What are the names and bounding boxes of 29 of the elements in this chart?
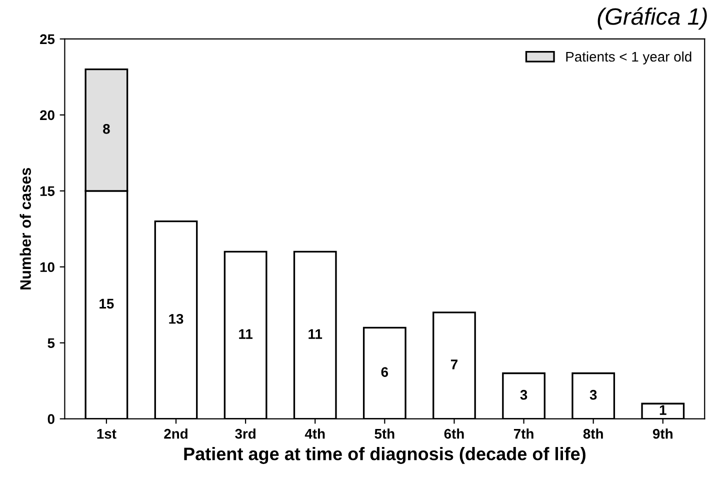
data-label: 1 <box>660 405 666 415</box>
x-tick-label: 2nd <box>164 428 188 439</box>
data-label: 11 <box>239 329 253 339</box>
y-tick-label: 10 <box>40 262 54 272</box>
data-label: 6 <box>381 367 388 377</box>
x-tick-label: 6th <box>444 428 464 439</box>
x-tick-label: 7th <box>514 428 534 439</box>
y-tick-label: 15 <box>40 186 55 196</box>
y-tick-label: 0 <box>48 414 54 424</box>
data-label: 11 <box>308 329 322 339</box>
y-tick-label: 20 <box>40 110 54 120</box>
y-axis-title: Number of cases <box>20 168 31 290</box>
x-tick-label: 9th <box>652 428 672 439</box>
x-axis-title: Patient age at time of diagnosis (decade of life) <box>184 447 586 464</box>
data-label: 3 <box>520 390 528 400</box>
y-tick-label: 5 <box>48 338 55 348</box>
y-tick-label: 25 <box>40 34 55 44</box>
data-label: 7 <box>450 360 458 370</box>
x-tick-label: 4th <box>304 428 325 439</box>
data-label: 3 <box>590 390 597 400</box>
x-tick-label: 8th <box>583 428 603 439</box>
data-label: 8 <box>103 124 110 134</box>
data-label: 15 <box>100 298 114 309</box>
data-label: 13 <box>169 314 184 324</box>
x-tick-label: 3rd <box>235 428 256 439</box>
x-tick-label: 5th <box>374 428 394 439</box>
legend-label: Patients < 1 year old <box>566 51 692 64</box>
chart-title: (Gráfica 1) <box>598 7 707 30</box>
x-tick-label: 1st <box>97 429 116 439</box>
